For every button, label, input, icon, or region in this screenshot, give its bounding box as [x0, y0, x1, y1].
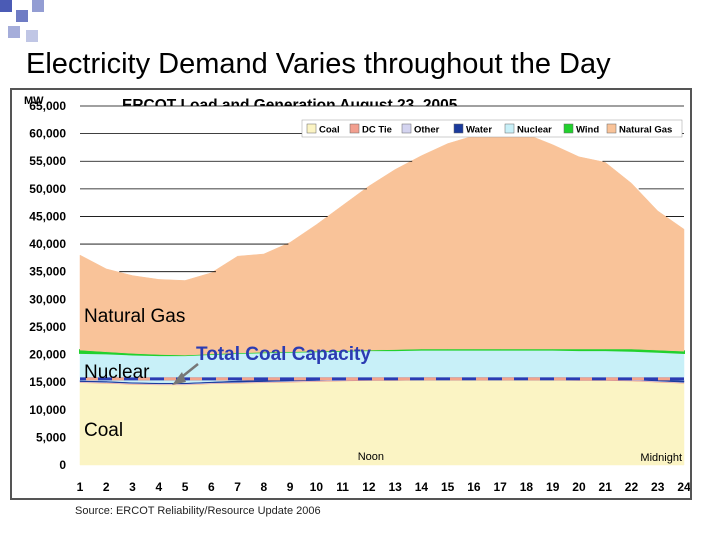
legend-label-dc-tie: DC Tie [362, 125, 392, 136]
x-tick-label: 6 [208, 480, 215, 494]
legend-swatch-natural-gas [606, 123, 617, 134]
x-tick-label: 2 [103, 480, 110, 494]
y-tick-label: 55,000 [29, 154, 66, 168]
legend-label-coal: Coal [319, 125, 340, 136]
x-tick-label: 5 [182, 480, 189, 494]
y-tick-label: 40,000 [29, 237, 66, 251]
chart-frame: 0 5,000 10,000 15,000 20,000 25,000 30,000 35,0… [10, 88, 692, 500]
y-tick-label: 20,000 [29, 348, 66, 362]
x-tick-label: 4 [155, 480, 162, 494]
legend-box [301, 119, 683, 138]
y-tick-label: 5,000 [36, 430, 66, 444]
y-tick-label: 10,000 [29, 403, 66, 417]
legend-label-other: Other [414, 125, 440, 136]
legend-swatch-nuclear [504, 123, 515, 134]
title-decoration [0, 0, 60, 48]
x-tick-label: 9 [287, 480, 294, 494]
legend-label-water: Water [466, 125, 492, 136]
x-tick-label: 15 [441, 480, 455, 494]
y-axis-unit-label: MW [24, 95, 44, 107]
x-tick-label: 17 [493, 480, 507, 494]
annotation-coal: Coal [84, 420, 123, 441]
legend-swatch-dc-tie [349, 123, 360, 134]
x-tick-label: 20 [572, 480, 586, 494]
x-tick-label: 18 [520, 480, 534, 494]
x-tick-label: 1 [77, 480, 84, 494]
annotation-noon: Noon [358, 451, 384, 463]
y-tick-label: 60,000 [29, 127, 66, 141]
y-tick-label: 35,000 [29, 265, 66, 279]
annotation-arrow-head [172, 372, 186, 385]
annotation-natural-gas: Natural Gas [84, 306, 185, 327]
legend-label-nuclear: Nuclear [517, 125, 552, 136]
slide-title: Electricity Demand Varies throughout the… [26, 48, 611, 80]
x-tick-label: 8 [260, 480, 267, 494]
legend-swatch-coal [306, 123, 317, 134]
legend-swatch-wind [563, 123, 574, 134]
annotation-total-coal-capacity: Total Coal Capacity [196, 344, 371, 365]
x-tick-label: 24 [677, 480, 690, 494]
x-tick-label: 21 [599, 480, 613, 494]
x-tick-label: 10 [310, 480, 324, 494]
y-tick-label: 50,000 [29, 182, 66, 196]
legend-label-wind: Wind [576, 125, 599, 136]
y-tick-label: 15,000 [29, 375, 66, 389]
legend-label-natural-gas: Natural Gas [619, 125, 672, 136]
source-note: Source: ERCOT Reliability/Resource Updat… [75, 505, 321, 517]
x-tick-label: 3 [129, 480, 136, 494]
y-tick-label: 45,000 [29, 209, 66, 223]
x-tick-label: 14 [415, 480, 429, 494]
y-tick-label: 25,000 [29, 320, 66, 334]
annotation-nuclear: Nuclear [84, 362, 150, 383]
x-tick-label: 22 [625, 480, 639, 494]
legend-swatch-other [401, 123, 412, 134]
x-tick-label: 11 [336, 480, 349, 494]
x-tick-label: 13 [388, 480, 402, 494]
y-tick-label: 65,000 [29, 99, 66, 113]
x-tick-label: 16 [467, 480, 481, 494]
legend-swatch-water [453, 123, 464, 134]
annotation-midnight: Midnight [640, 452, 682, 464]
x-tick-label: 19 [546, 480, 560, 494]
load-generation-chart: 0 5,000 10,000 15,000 20,000 25,000 30,000 35,0… [24, 95, 691, 494]
x-tick-label: 7 [234, 480, 241, 494]
x-tick-label: 12 [362, 480, 376, 494]
area-natural-gas [79, 132, 685, 356]
x-tick-label: 23 [651, 480, 665, 494]
y-tick-label: 0 [59, 458, 66, 472]
y-tick-label: 30,000 [29, 292, 66, 306]
